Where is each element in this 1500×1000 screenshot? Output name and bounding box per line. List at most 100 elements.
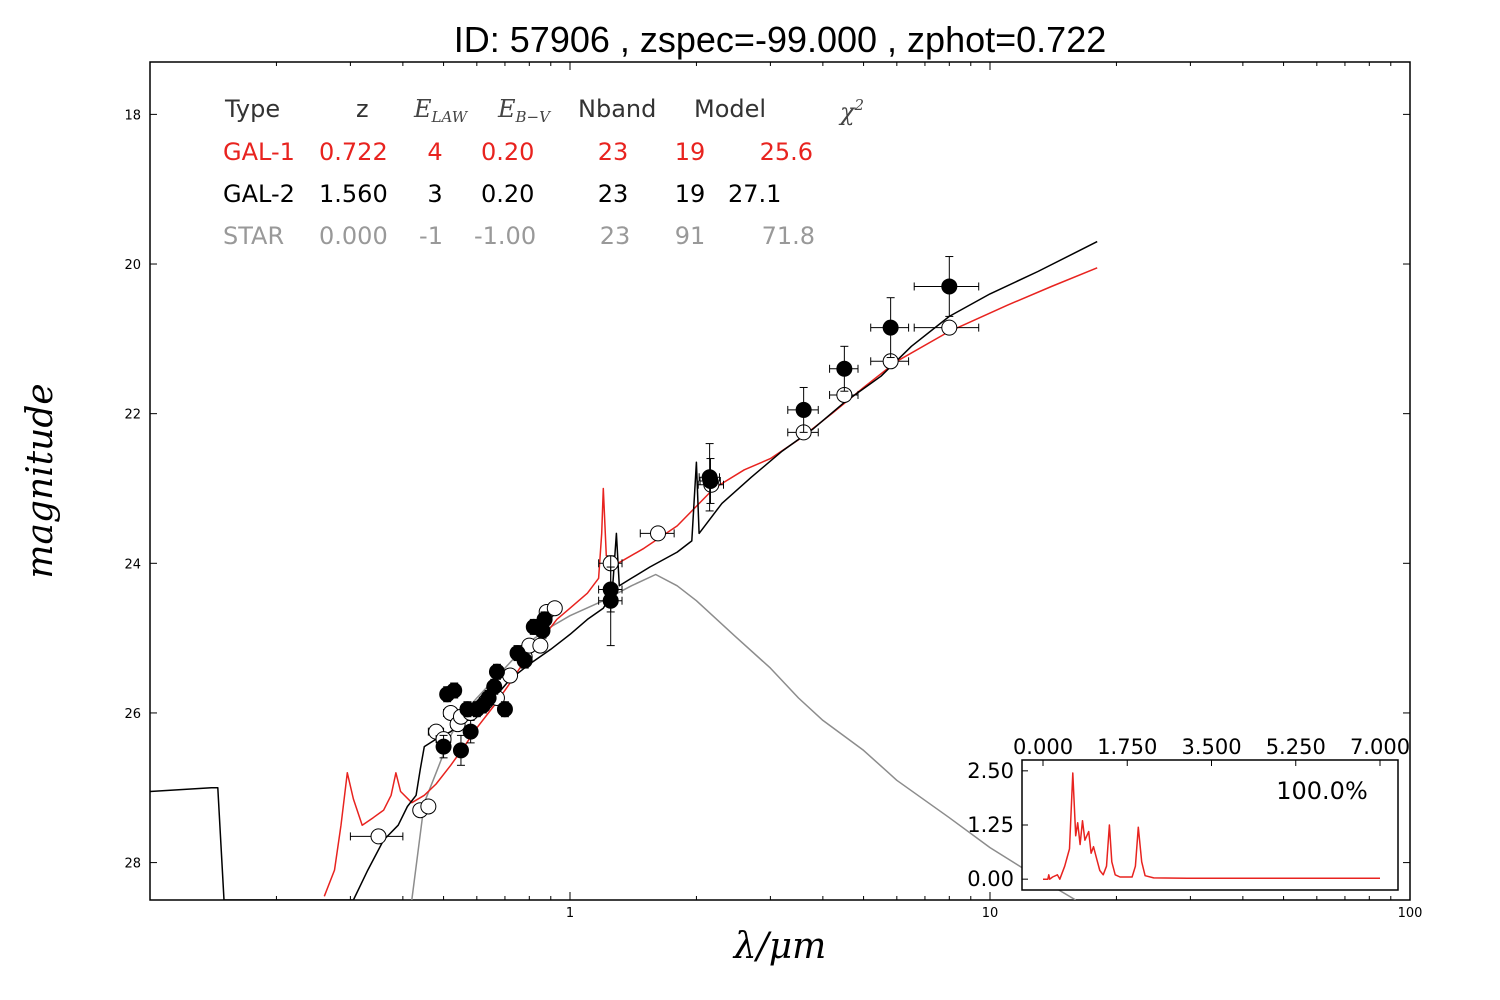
observed-flux-marker <box>941 278 958 295</box>
inset-pdf-line <box>1043 772 1380 880</box>
model-flux-marker <box>649 525 666 542</box>
inset-x-tick-label: 7.000 <box>1350 735 1410 759</box>
row-star-chi2: 71.8 <box>762 222 815 250</box>
series-line-gal-1 <box>323 267 1098 897</box>
observed-flux-marker <box>435 738 452 755</box>
inset-pdf-plot: 0.000 1.750 3.500 5.250 7.000 0.00 1.25 2.50 10… <box>967 735 1410 891</box>
main-plot-series <box>150 240 1098 900</box>
observed-flux-marker <box>486 678 503 695</box>
main-plot-frame <box>149 61 1411 901</box>
observed-point <box>488 663 505 680</box>
fit-table: Type z ELAW EB−V Nband Model χ2 GAL-1 0.… <box>223 95 864 250</box>
table-header-elaw: ELAW <box>413 95 469 126</box>
observed-point <box>435 734 452 759</box>
row-gal1-z: 0.722 <box>319 138 388 166</box>
observed-flux-marker <box>452 742 469 759</box>
row-gal2-ebv: 0.20 <box>481 180 534 208</box>
observed-point <box>516 652 533 669</box>
x-axis-label: λ/μm <box>732 926 826 967</box>
row-gal2-nband: 23 <box>598 180 629 208</box>
inset-y-tick-label: 0.00 <box>967 867 1014 891</box>
model-flux-marker <box>502 667 519 684</box>
y-tick-label: 20 <box>124 258 141 273</box>
observed-point <box>913 256 980 317</box>
inset-x-tick-label: 3.500 <box>1181 735 1241 759</box>
table-header-nband: Nband <box>578 95 656 123</box>
observed-flux-marker <box>795 401 812 418</box>
observed-point <box>536 611 553 628</box>
observed-point <box>699 458 721 504</box>
table-header-type: Type <box>224 95 280 123</box>
observed-flux-marker <box>536 611 553 628</box>
inset-x-tick-label: 5.250 <box>1266 735 1326 759</box>
row-gal2-elaw: 3 <box>427 180 442 208</box>
row-gal2-model: 19 <box>675 180 706 208</box>
x-tick-label: 10 <box>982 906 999 921</box>
series-line-star <box>411 573 1077 900</box>
model-flux-marker <box>420 798 437 815</box>
row-gal1-type: GAL-1 <box>223 138 295 166</box>
inset-x-tick-label: 1.750 <box>1097 735 1157 759</box>
inset-plot-series <box>1043 772 1380 880</box>
figure-title: ID: 57906 , zspec=-99.000 , zphot=0.722 <box>454 19 1106 60</box>
row-gal1-model: 19 <box>675 138 706 166</box>
observed-flux-marker <box>446 682 463 699</box>
table-row-gal2: GAL-2 1.560 3 0.20 23 19 27.1 <box>223 180 781 208</box>
row-star-elaw: -1 <box>419 222 443 250</box>
y-tick-label: 22 <box>124 408 141 423</box>
model-point <box>913 319 980 336</box>
model-point <box>420 798 437 815</box>
observed-flux-marker <box>462 723 479 740</box>
observed-flux-marker <box>516 652 533 669</box>
observed-point <box>598 555 623 647</box>
y-tick-label: 24 <box>124 557 141 572</box>
model-flux-marker <box>941 319 958 336</box>
table-row-star: STAR 0.000 -1 -1.00 23 91 71.8 <box>223 222 815 250</box>
y-tick-label: 28 <box>124 857 141 872</box>
x-tick-label: 1 <box>566 906 574 921</box>
inset-plot-frame <box>1021 759 1399 891</box>
row-star-nband: 23 <box>600 222 631 250</box>
y-tick-label: 18 <box>124 108 141 123</box>
row-gal2-z: 1.560 <box>319 180 388 208</box>
inset-axis-ticks: 0.000 1.750 3.500 5.250 7.000 0.00 1.25 2.50 <box>967 735 1410 891</box>
observed-point <box>462 719 479 744</box>
observed-flux-marker <box>496 701 513 718</box>
row-gal1-chi2: 25.6 <box>760 138 813 166</box>
observed-point <box>829 345 859 392</box>
model-point <box>546 600 563 617</box>
model-point <box>870 353 910 370</box>
row-star-z: 0.000 <box>319 222 388 250</box>
model-point <box>532 637 549 654</box>
main-plot-points <box>349 256 980 845</box>
inset-y-tick-label: 2.50 <box>967 759 1014 783</box>
table-header-chi2: χ2 <box>838 96 864 126</box>
model-point <box>349 828 404 845</box>
row-star-ebv: -1.00 <box>474 222 536 250</box>
observed-point <box>787 386 819 433</box>
model-point <box>829 386 859 403</box>
inset-probability-label: 100.0% <box>1276 777 1368 805</box>
x-tick-label: 100 <box>1398 906 1423 921</box>
observed-point <box>496 701 513 718</box>
main-axis-ticks: 18 20 22 24 26 28 1 10 100 <box>124 62 1422 921</box>
row-gal2-chi2: 27.1 <box>728 180 781 208</box>
table-header-ebv: EB−V <box>497 95 552 126</box>
row-star-type: STAR <box>223 222 284 250</box>
row-gal1-elaw: 4 <box>427 138 442 166</box>
inset-x-tick-label: 0.000 <box>1013 735 1073 759</box>
observed-flux-marker <box>488 663 505 680</box>
y-axis-label: magnitude <box>20 383 61 578</box>
row-gal1-ebv: 0.20 <box>481 138 534 166</box>
observed-point <box>870 297 910 359</box>
observed-flux-marker <box>882 319 899 336</box>
row-gal2-type: GAL-2 <box>223 180 295 208</box>
table-header-model: Model <box>694 95 766 123</box>
inset-y-tick-label: 1.25 <box>967 813 1014 837</box>
observed-flux-marker <box>702 473 719 489</box>
model-point <box>502 667 519 684</box>
model-point <box>639 525 675 542</box>
observed-point <box>446 682 463 699</box>
observed-flux-marker <box>602 592 619 609</box>
